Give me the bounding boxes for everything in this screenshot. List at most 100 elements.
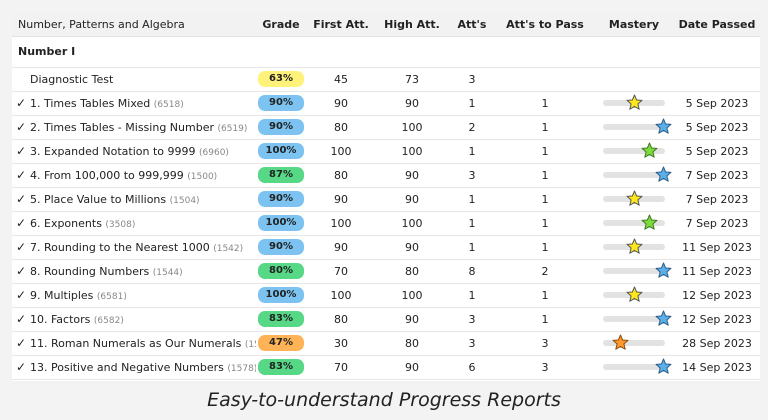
star-icon	[626, 94, 643, 110]
table-row[interactable]: ✓ 6. Exponents (3508) 100% 100 100 1 1 7 Sep 20…	[12, 211, 760, 236]
mastery-track	[603, 220, 665, 226]
table-row[interactable]: ✓11. Roman Numerals as Our Numerals (155…	[12, 331, 760, 356]
high-att-cell: 90	[376, 91, 448, 116]
lesson-name[interactable]: Diagnostic Test	[30, 72, 114, 86]
first-att-cell: 80	[306, 307, 376, 332]
lesson-name[interactable]: 9. Multiples	[30, 289, 94, 302]
section-row: Number I	[12, 36, 760, 68]
grade-badge: 90%	[258, 95, 304, 111]
checkmark-icon: ✓	[15, 264, 27, 278]
star-icon	[612, 334, 629, 350]
lesson-name[interactable]: 3. Expanded Notation to 9999	[30, 145, 196, 158]
table-row[interactable]: ✓ 9. Multiples (6581) 100% 100 100 1 1 12 Sep 2…	[12, 283, 760, 308]
atts-to-pass-cell: 1	[496, 91, 594, 116]
mastery-cell	[594, 211, 674, 236]
lesson-name-cell[interactable]: ✓ 5. Place Value to Millions (1504)	[12, 187, 256, 212]
atts-cell: 1	[448, 211, 496, 236]
lesson-name-cell[interactable]: ✓ 6. Exponents (3508)	[12, 211, 256, 236]
lesson-name[interactable]: 8. Rounding Numbers	[30, 265, 150, 278]
lesson-name[interactable]: 10. Factors	[30, 313, 91, 326]
lesson-code: (1500)	[187, 172, 218, 182]
lesson-code: (1542)	[213, 244, 244, 254]
high-att-cell: 90	[376, 163, 448, 188]
lesson-name-cell[interactable]: ✓ 10. Factors (6582)	[12, 307, 256, 332]
table-row[interactable]: ✓ 2. Times Tables - Missing Number (6519)…	[12, 115, 760, 140]
grade-cell: 90%	[256, 91, 306, 116]
lesson-name[interactable]: 5. Place Value to Millions	[30, 193, 167, 206]
lesson-code: (6582)	[93, 316, 124, 326]
mastery-track	[603, 316, 665, 322]
table-row[interactable]: ✓ 3. Expanded Notation to 9999 (6960) 100%…	[12, 139, 760, 164]
grade-cell: 47%	[256, 331, 306, 356]
lesson-name[interactable]: 11. Roman Numerals as Our Numerals	[30, 337, 242, 350]
table-row[interactable]: ✓ 7. Rounding to the Nearest 1000 (1542) 9…	[12, 235, 760, 260]
lesson-name[interactable]: 2. Times Tables - Missing Number	[30, 121, 214, 134]
lesson-name-cell[interactable]: ✓ 13. Positive and Negative Numbers (1578…	[12, 355, 256, 380]
mastery-cell	[594, 67, 674, 92]
date-passed-cell	[674, 67, 760, 92]
lesson-code: (1544)	[152, 268, 183, 278]
atts-cell: 1	[448, 235, 496, 260]
high-att-cell: 90	[376, 187, 448, 212]
lesson-name[interactable]: 1. Times Tables Mixed	[30, 97, 151, 110]
lesson-name[interactable]: 6. Exponents	[30, 217, 102, 230]
mastery-meter	[603, 94, 665, 112]
lesson-name-cell[interactable]: ✓ 2. Times Tables - Missing Number (6519)	[12, 115, 256, 140]
lesson-code: (6960)	[199, 148, 229, 158]
first-att-cell: 90	[306, 91, 376, 116]
atts-cell: 3	[448, 163, 496, 188]
lesson-name[interactable]: 13. Positive and Negative Numbers	[30, 361, 224, 374]
lesson-code: (1504)	[169, 196, 200, 206]
grade-badge: 83%	[258, 311, 304, 327]
mastery-cell	[594, 331, 674, 356]
table-row[interactable]: ✓ 5. Place Value to Millions (1504) 90% 90 9…	[12, 187, 760, 212]
atts-to-pass-cell: 1	[496, 115, 594, 140]
lesson-name-cell[interactable]: ✓ 1. Times Tables Mixed (6518)	[12, 91, 256, 116]
lesson-name-cell[interactable]: ✓ 9. Multiples (6581)	[12, 283, 256, 308]
lesson-name[interactable]: 7. Rounding to the Nearest 1000	[30, 241, 210, 254]
header-date-passed: Date Passed	[674, 13, 760, 37]
header-high-att: High Att.	[376, 13, 448, 37]
grade-cell: 90%	[256, 115, 306, 140]
table-row[interactable]: Diagnostic Test 63% 45 73 3	[12, 67, 760, 92]
high-att-cell: 80	[376, 259, 448, 284]
grade-cell: 87%	[256, 163, 306, 188]
star-icon	[655, 166, 672, 182]
date-passed-cell: 12 Sep 2023	[674, 283, 760, 308]
lesson-name-cell[interactable]: ✓11. Roman Numerals as Our Numerals (155…	[12, 331, 256, 356]
lesson-name-cell[interactable]: Diagnostic Test	[12, 67, 256, 92]
atts-cell: 6	[448, 355, 496, 380]
table-row[interactable]: ✓ 8. Rounding Numbers (1544) 80% 70 80 8 2 11 S…	[12, 259, 760, 284]
star-icon	[626, 286, 643, 302]
lesson-name[interactable]: 4. From 100,000 to 999,999	[30, 169, 184, 182]
table-row[interactable]: ✓ 10. Factors (6582) 83% 80 90 3 1 12 Sep 2023	[12, 307, 760, 332]
header-atts-to-pass: Att's to Pass	[496, 13, 594, 37]
grade-cell: 90%	[256, 187, 306, 212]
table-row[interactable]: ✓ 1. Times Tables Mixed (6518) 90% 90 90 1 1 5 …	[12, 91, 760, 116]
checkmark-icon: ✓	[15, 312, 27, 326]
mastery-meter	[603, 214, 665, 232]
checkmark-icon: ✓	[15, 240, 27, 254]
mastery-cell	[594, 187, 674, 212]
mastery-meter	[603, 334, 665, 352]
atts-to-pass-cell: 3	[496, 355, 594, 380]
table-row[interactable]: ✓ 4. From 100,000 to 999,999 (1500) 87% 80 9…	[12, 163, 760, 188]
lesson-name-cell[interactable]: ✓ 7. Rounding to the Nearest 1000 (1542)	[12, 235, 256, 260]
date-passed-cell: 12 Sep 2023	[674, 307, 760, 332]
first-att-cell: 30	[306, 331, 376, 356]
grade-badge: 47%	[258, 335, 304, 351]
atts-to-pass-cell: 1	[496, 235, 594, 260]
atts-to-pass-cell	[496, 67, 594, 92]
atts-cell: 1	[448, 187, 496, 212]
checkmark-icon: ✓	[15, 120, 27, 134]
lesson-name-cell[interactable]: ✓ 4. From 100,000 to 999,999 (1500)	[12, 163, 256, 188]
first-att-cell: 80	[306, 163, 376, 188]
lesson-name-cell[interactable]: ✓ 3. Expanded Notation to 9999 (6960)	[12, 139, 256, 164]
grade-cell: 100%	[256, 211, 306, 236]
mastery-meter	[603, 310, 672, 328]
mastery-cell	[594, 283, 674, 308]
table-row[interactable]: ✓ 13. Positive and Negative Numbers (1578…	[12, 355, 760, 380]
lesson-name-cell[interactable]: ✓ 8. Rounding Numbers (1544)	[12, 259, 256, 284]
grade-cell: 100%	[256, 139, 306, 164]
mastery-meter	[603, 118, 672, 136]
